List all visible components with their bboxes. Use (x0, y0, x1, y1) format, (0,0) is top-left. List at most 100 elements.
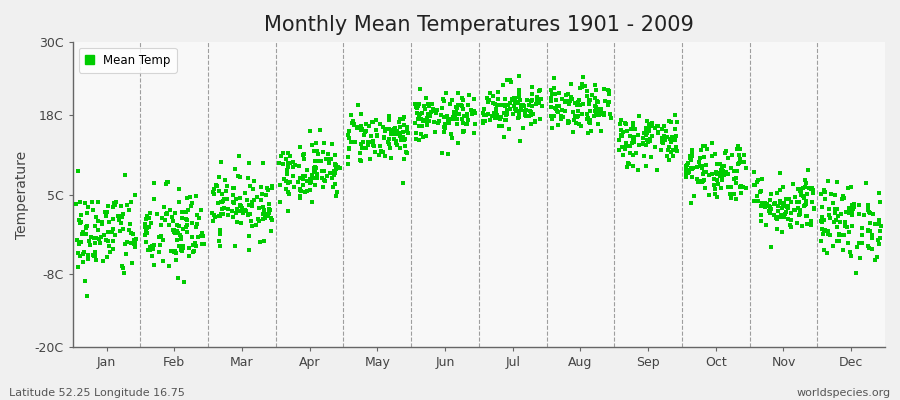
Point (283, 178, 297, 185)
Point (505, 97, 519, 103)
Point (752, 189, 767, 195)
Point (842, 249, 857, 256)
Point (75, 218, 89, 225)
Point (583, 96, 598, 103)
Point (806, 187, 820, 193)
Point (213, 159, 228, 165)
Point (723, 191, 737, 198)
Point (158, 217, 173, 224)
Point (845, 210, 859, 216)
Point (302, 180, 317, 186)
Point (638, 142, 652, 148)
Point (70, 237, 85, 243)
Point (784, 210, 798, 216)
Point (83, 242, 97, 248)
Point (572, 101, 587, 108)
Point (508, 106, 522, 112)
Point (507, 94, 521, 101)
Point (601, 87, 616, 94)
Point (816, 217, 831, 224)
Point (552, 103, 566, 110)
Point (168, 248, 183, 255)
Point (588, 102, 602, 109)
Point (597, 109, 611, 116)
Point (283, 153, 297, 159)
Point (327, 172, 341, 178)
Point (763, 204, 778, 210)
Point (101, 238, 115, 244)
Point (317, 168, 331, 174)
Point (354, 111, 368, 118)
Point (412, 86, 427, 92)
Point (490, 102, 504, 108)
Point (698, 169, 713, 175)
Point (91, 227, 105, 233)
Point (843, 184, 858, 190)
Point (498, 102, 512, 109)
Point (512, 90, 526, 97)
Point (702, 172, 716, 178)
Point (328, 181, 342, 188)
Point (581, 97, 596, 104)
Point (549, 103, 563, 110)
Point (591, 106, 606, 112)
Point (307, 148, 321, 154)
Point (443, 101, 457, 107)
Point (816, 230, 831, 237)
Point (139, 229, 153, 235)
Point (382, 126, 396, 132)
Point (184, 202, 198, 209)
Point (172, 242, 186, 249)
Point (265, 217, 279, 224)
Point (329, 188, 344, 195)
Point (709, 194, 724, 200)
Point (754, 217, 769, 224)
Point (99, 213, 113, 220)
Point (145, 243, 159, 249)
Point (292, 175, 307, 181)
Point (281, 188, 295, 195)
Point (545, 124, 560, 131)
Point (817, 227, 832, 233)
Point (680, 167, 695, 173)
Point (163, 207, 177, 213)
Point (830, 224, 844, 230)
Point (366, 142, 381, 148)
Point (194, 230, 209, 236)
Point (574, 111, 589, 117)
Point (212, 238, 226, 244)
Point (693, 162, 707, 169)
Point (548, 90, 562, 97)
Point (287, 162, 302, 168)
Point (176, 209, 190, 215)
Point (166, 228, 181, 235)
Point (328, 193, 343, 200)
Point (601, 102, 616, 109)
Point (518, 107, 533, 113)
Point (721, 154, 735, 161)
Point (231, 173, 246, 179)
Point (491, 122, 506, 129)
Point (87, 240, 102, 246)
Point (73, 253, 87, 260)
Point (212, 213, 227, 219)
Point (447, 112, 462, 118)
Point (700, 146, 715, 152)
Point (797, 184, 812, 190)
Point (709, 160, 724, 167)
Point (561, 91, 575, 98)
Point (285, 159, 300, 166)
Point (238, 189, 253, 196)
Point (298, 172, 312, 179)
Point (455, 129, 470, 136)
Point (275, 161, 290, 167)
Point (411, 116, 426, 122)
Point (727, 191, 742, 198)
Point (525, 91, 539, 98)
Point (370, 132, 384, 139)
Point (234, 203, 248, 210)
Point (544, 94, 558, 101)
Point (800, 221, 814, 227)
Point (410, 104, 424, 110)
Point (147, 196, 161, 202)
